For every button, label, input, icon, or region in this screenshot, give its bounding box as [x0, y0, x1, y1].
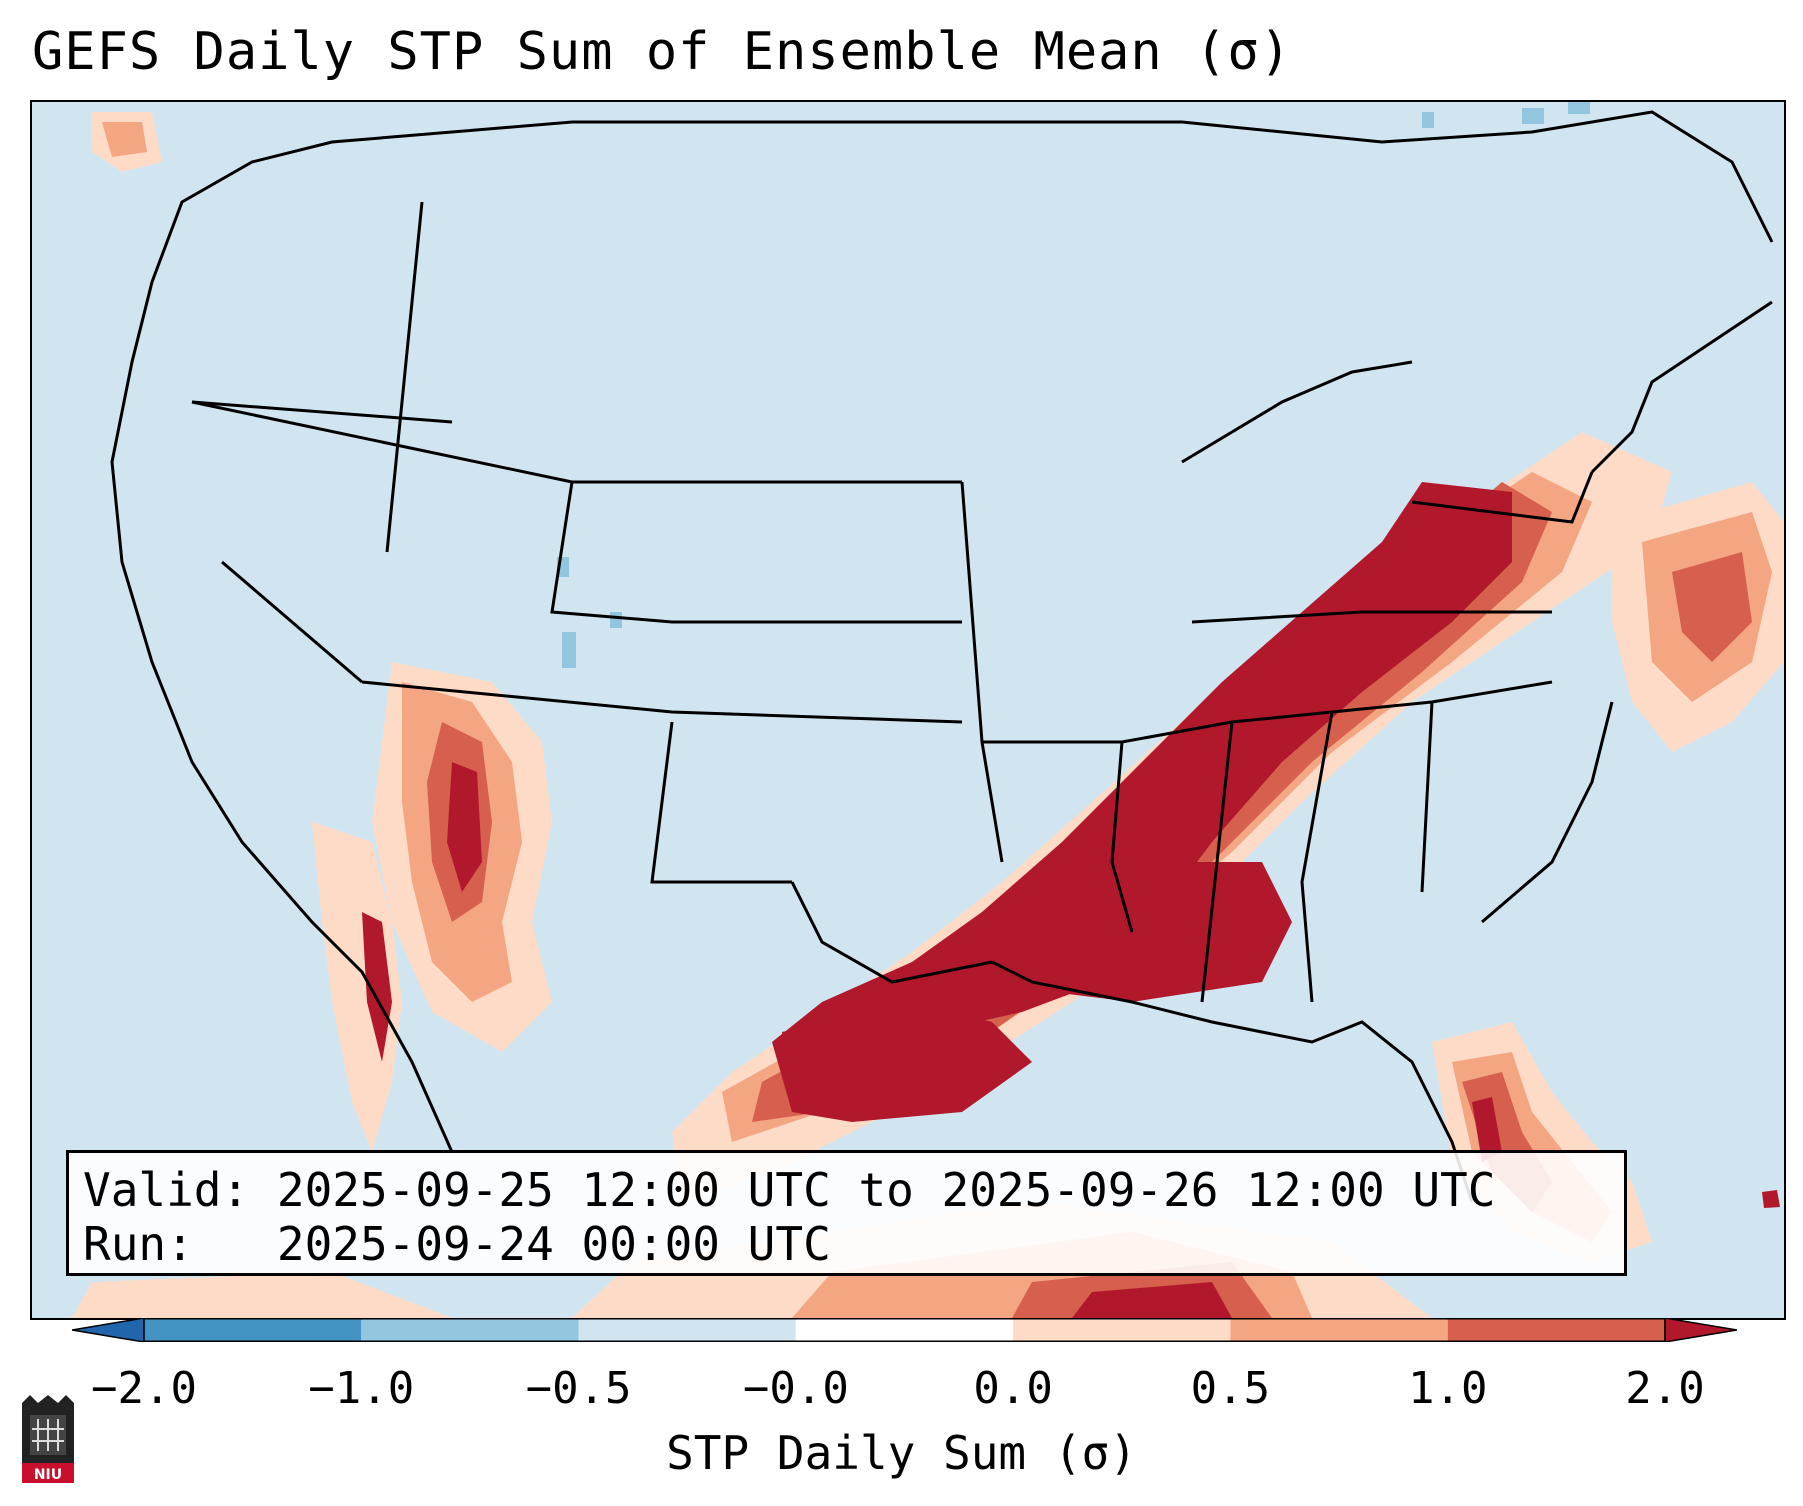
anomaly-very-high [362, 482, 1780, 1318]
map-svg [32, 102, 1784, 1318]
colorbar-tick-label: −0.0 [742, 1363, 849, 1414]
anomaly-negative [557, 102, 1590, 668]
map-panel [30, 100, 1786, 1320]
political-boundaries [110, 110, 1774, 1203]
colorbar-tick-label: −2.0 [91, 1363, 197, 1414]
logo-text: NIU [33, 1467, 63, 1483]
colorbar-arrow-low [71, 1317, 145, 1343]
colorbar-segment [578, 1318, 796, 1342]
niu-logo: NIU [20, 1393, 76, 1487]
valid-value: 2025-09-25 12:00 UTC to 2025-09-26 12:00… [276, 1163, 1496, 1217]
colorbar-tick-label: 0.0 [973, 1363, 1053, 1414]
valid-line: Valid: 2025-09-25 12:00 UTC to 2025-09-2… [83, 1163, 1610, 1217]
logo-icon [22, 1395, 74, 1483]
valid-label: Valid: [83, 1163, 250, 1217]
chart-title: GEFS Daily STP Sum of Ensemble Mean (σ) [32, 22, 1292, 82]
colorbar-segment [795, 1318, 1014, 1342]
colorbar-label: STP Daily Sum (σ) [666, 1426, 1137, 1480]
info-box: Valid: 2025-09-25 12:00 UTC to 2025-09-2… [66, 1150, 1627, 1276]
run-value: 2025-09-24 00:00 UTC [276, 1217, 831, 1271]
colorbar-segment [1013, 1318, 1231, 1342]
colorbar-segment [1447, 1318, 1665, 1342]
colorbar-tick-label: 0.5 [1190, 1363, 1271, 1414]
colorbar-tick-label: −0.5 [525, 1363, 632, 1414]
colorbar-segment [144, 1318, 362, 1342]
colorbar-tick-label: 2.0 [1625, 1363, 1705, 1414]
colorbar-segment [361, 1318, 579, 1342]
colorbar-tick-label: 1.0 [1407, 1363, 1488, 1414]
colorbar-svg [71, 1317, 1738, 1343]
colorbar-outline [143, 1318, 1666, 1342]
colorbar-arrow-high [1664, 1317, 1738, 1343]
colorbar-tick-label: −1.0 [308, 1363, 415, 1414]
colorbar [71, 1317, 1738, 1343]
colorbar-segment [1230, 1318, 1448, 1342]
run-label: Run: [83, 1217, 250, 1271]
run-line: Run: 2025-09-24 00:00 UTC [83, 1217, 1610, 1271]
